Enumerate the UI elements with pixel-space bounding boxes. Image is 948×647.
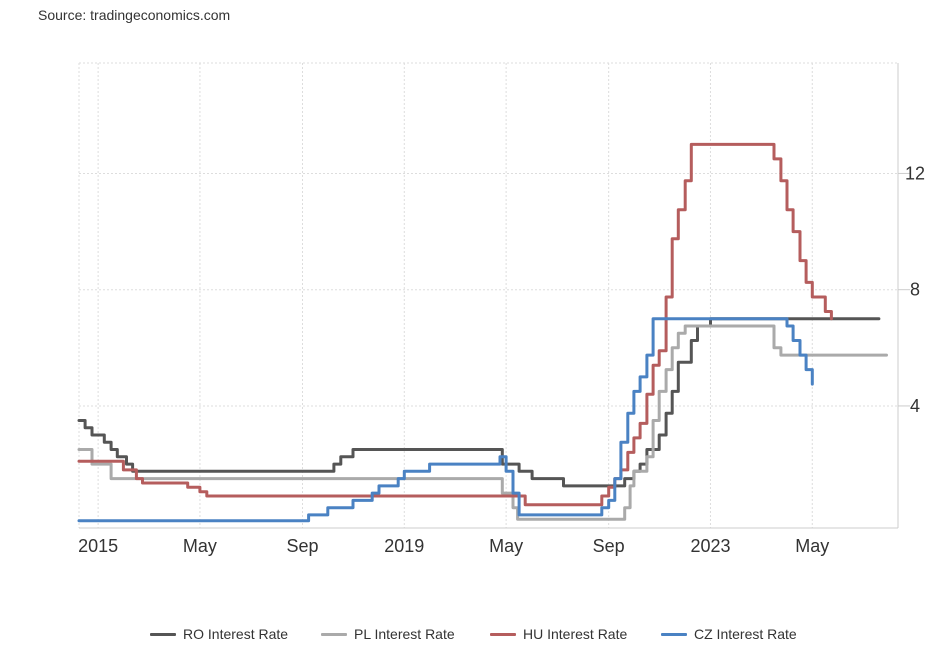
legend-label: HU Interest Rate [523,626,628,642]
x-tick-label: Sep [593,536,625,556]
source-label: Source: tradingeconomics.com [38,7,231,23]
x-tick-label: May [183,536,217,556]
gridlines [78,62,898,528]
legend-swatch [490,632,516,636]
x-tick-label: 2023 [690,536,730,556]
y-tick-label: 12 [905,163,925,183]
chart-legend: RO Interest Rate PL Interest Rate HU Inter… [0,624,948,644]
y-tick-label: 8 [910,280,920,300]
series-line-hu-interest-rate [77,142,833,507]
legend-swatch [150,632,176,636]
x-tick-label: 2019 [384,536,424,556]
legend-item-hu-interest-rate[interactable]: HU Interest Rate [490,624,627,644]
x-tick-label: 2015 [78,536,118,556]
legend-label: PL Interest Rate [354,626,455,642]
axes [79,63,910,529]
line-chart: 2015 May Sep 2019 May Sep 2023 May 4 8 12 [77,62,925,556]
y-axis-tick-labels: 4 8 12 [905,163,925,416]
legend-label: CZ Interest Rate [694,626,797,642]
series-lines [77,142,888,523]
legend-swatch [661,632,687,636]
series-line-cz-interest-rate [77,317,814,523]
series-line-pl-interest-rate [77,324,888,521]
legend-item-cz-interest-rate[interactable]: CZ Interest Rate [661,624,797,644]
x-tick-label: Sep [286,536,318,556]
legend-swatch [321,632,347,636]
legend-item-pl-interest-rate[interactable]: PL Interest Rate [321,624,455,644]
y-tick-label: 4 [910,396,920,416]
x-tick-label: May [795,536,829,556]
legend-label: RO Interest Rate [183,626,289,642]
x-axis-tick-labels: 2015 May Sep 2019 May Sep 2023 May [78,536,829,556]
series-line-ro-interest-rate [77,317,881,488]
legend-item-ro-interest-rate[interactable]: RO Interest Rate [150,624,288,644]
x-tick-label: May [489,536,523,556]
